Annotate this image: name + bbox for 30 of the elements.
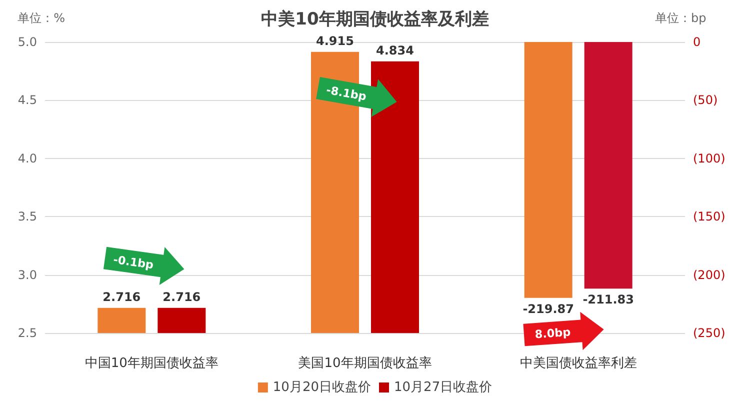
legend-label: 10月20日收盘价: [272, 380, 372, 395]
data-label: 4.915: [316, 34, 354, 48]
arrow-icon: -8.1bp: [316, 76, 397, 117]
data-label: 2.716: [102, 290, 141, 304]
y2-tick-label: (150): [693, 210, 726, 224]
y2-axis-title: 单位：bp: [655, 11, 706, 25]
arrow-icon: -0.1bp: [103, 246, 184, 286]
annotation: -0.1bp: [112, 253, 154, 272]
y-tick-label: 4.0: [18, 151, 37, 166]
legend-label: 10月27日收盘价: [394, 380, 492, 395]
y-tick-label: 2.5: [18, 326, 37, 340]
data-label: -211.83: [582, 292, 634, 307]
y-tick-label: 3.5: [18, 210, 37, 224]
annotation: 8.0bp: [534, 326, 572, 342]
y-tick-label: 4.5: [18, 93, 37, 108]
data-label: 4.834: [376, 43, 414, 58]
y-axis-title: 单位：%: [18, 11, 65, 25]
y2-tick-label: (250): [693, 326, 726, 340]
annotation: -8.1bp: [325, 84, 368, 104]
x-tick-label: 中国10年期国债收益率: [84, 355, 218, 371]
y-tick-label: 3.0: [18, 268, 37, 282]
x-tick-label: 中美国债收益率利差: [520, 355, 637, 371]
y2-tick-label: (50): [693, 93, 718, 108]
chart-title: 中美10年期国债收益率及利差: [261, 10, 489, 30]
y-tick-label: 5.0: [18, 35, 37, 49]
y2-tick-label: (200): [693, 268, 726, 282]
x-tick-label: 美国10年期国债收益率: [298, 355, 432, 371]
y2-tick-label: 0: [693, 35, 701, 49]
data-label: 2.716: [162, 290, 201, 304]
y2-tick-label: (100): [693, 151, 726, 166]
